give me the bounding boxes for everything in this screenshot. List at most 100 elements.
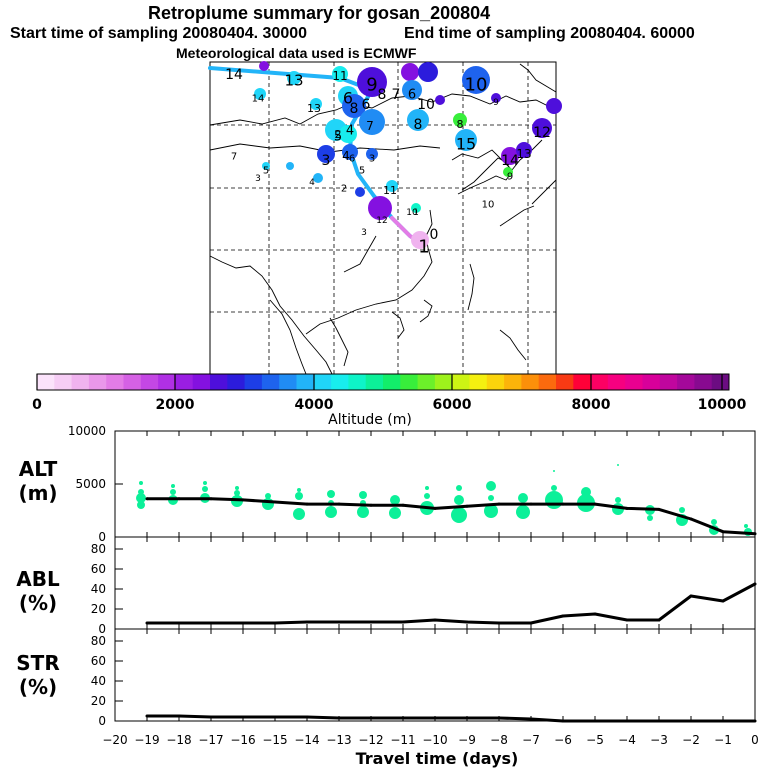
x-tick-label: 0	[751, 733, 759, 747]
str-data-point	[145, 714, 149, 718]
colorbar-swatch	[348, 374, 367, 390]
alt-data-point	[593, 502, 597, 506]
str-y-tick-label: 80	[91, 634, 106, 648]
map-number-label: 10	[482, 200, 495, 211]
map-number-label: 1	[418, 236, 429, 257]
colorbar-swatch	[88, 374, 107, 390]
abl-data-point	[337, 620, 341, 624]
map-number-label: 12	[533, 125, 551, 141]
plume-dot	[342, 144, 358, 160]
chart-title: Retroplume summary for gosan_200804	[148, 3, 491, 23]
abl-data-point	[273, 621, 277, 625]
str-data-point	[497, 716, 501, 720]
abl-data-point	[753, 582, 757, 586]
abl-data-point	[177, 621, 181, 625]
plume-dot	[453, 113, 467, 127]
alt-panel-frame	[114, 430, 756, 538]
map-number-label: 12	[376, 216, 387, 226]
plume-dot	[357, 67, 387, 97]
x-tick-label: −8	[490, 733, 508, 747]
colorbar-swatch	[313, 374, 332, 390]
abl-panel-frame	[114, 536, 756, 630]
map-number-label: 4	[342, 149, 350, 163]
plume-dot	[411, 231, 429, 249]
str-panel-frame	[114, 628, 756, 722]
colorbar-swatch	[365, 374, 384, 390]
map-number-label: 10	[465, 74, 488, 95]
map-number-label: 5	[334, 130, 342, 145]
x-tick-label: −12	[358, 733, 383, 747]
x-tick-label: −10	[422, 733, 447, 747]
colorbar-tick-label: 6000	[433, 397, 472, 413]
x-tick-label: −16	[230, 733, 255, 747]
map-number-label: 13	[284, 71, 303, 89]
abl-data-point	[241, 621, 245, 625]
plume-dot	[287, 71, 301, 85]
abl-data-point	[689, 594, 693, 598]
plume-dot	[317, 145, 335, 163]
plume-dot	[503, 167, 513, 177]
abl-data-point	[497, 621, 501, 625]
x-tick-label: −9	[458, 733, 476, 747]
plume-dot	[355, 187, 365, 197]
map-number-label: 0	[430, 227, 439, 243]
map-gridlines	[210, 62, 556, 374]
plume-dot	[402, 80, 422, 100]
plume-dot	[532, 118, 552, 138]
x-axis-label: Travel time (days)	[356, 749, 519, 768]
map-number-label: 5	[263, 166, 269, 177]
map-coastlines	[209, 63, 557, 375]
str-data-point	[369, 716, 373, 720]
plume-dot	[259, 61, 269, 71]
plume-dot	[491, 93, 501, 103]
colorbar-swatch	[607, 374, 626, 390]
map-number-label: 4	[346, 124, 354, 139]
colorbar-swatch	[452, 374, 470, 390]
x-tick-label: −4	[618, 733, 636, 747]
alt-y-tick-label: 5000	[75, 477, 106, 491]
str-y-tick-label: 40	[91, 674, 106, 688]
plume-dot	[462, 66, 490, 94]
alt-data-point	[465, 504, 469, 508]
colorbar-swatch	[279, 374, 297, 390]
plume-dot	[386, 180, 398, 192]
colorbar-swatch	[573, 374, 592, 390]
colorbar-swatch	[677, 374, 695, 390]
map-number-label: 8	[350, 101, 359, 117]
str-data-point	[593, 719, 597, 723]
alt-data-point	[145, 497, 149, 501]
str-series-line	[147, 714, 755, 723]
x-tick-label: −1	[714, 733, 732, 747]
str-data-point	[657, 719, 661, 723]
str-data-point	[241, 715, 245, 719]
alt-data-point	[273, 500, 277, 504]
map-number-label: 3	[369, 154, 375, 165]
abl-data-point	[369, 620, 373, 624]
str-data-point	[561, 719, 565, 723]
alt-data-point	[401, 503, 405, 507]
abl-data-point	[657, 618, 661, 622]
str-units: (%)	[19, 675, 57, 699]
colorbar-swatch	[71, 374, 90, 390]
alt-data-point	[177, 497, 181, 501]
map-number-label: 8	[378, 87, 387, 103]
abl-data-point	[625, 618, 629, 622]
x-tick-label: −19	[134, 733, 159, 747]
alt-data-point	[689, 517, 693, 521]
alt-data-point	[337, 502, 341, 506]
colorbar-swatch	[659, 374, 678, 390]
plume-dot	[368, 196, 392, 220]
alt-data-point	[753, 532, 757, 536]
x-tick-label: −17	[198, 733, 223, 747]
colorbar-swatch	[538, 374, 557, 390]
str-data-point	[625, 719, 629, 723]
plume-dot	[342, 94, 366, 118]
x-tick-label: −5	[586, 733, 604, 747]
end-time-label: End time of sampling 20080404. 60000	[404, 25, 695, 42]
abl-data-point	[209, 621, 213, 625]
colorbar-swatch	[625, 374, 643, 390]
colorbar-swatch	[192, 374, 211, 390]
alt-label: ALT	[19, 457, 58, 481]
map-number-label: 2	[335, 128, 342, 141]
